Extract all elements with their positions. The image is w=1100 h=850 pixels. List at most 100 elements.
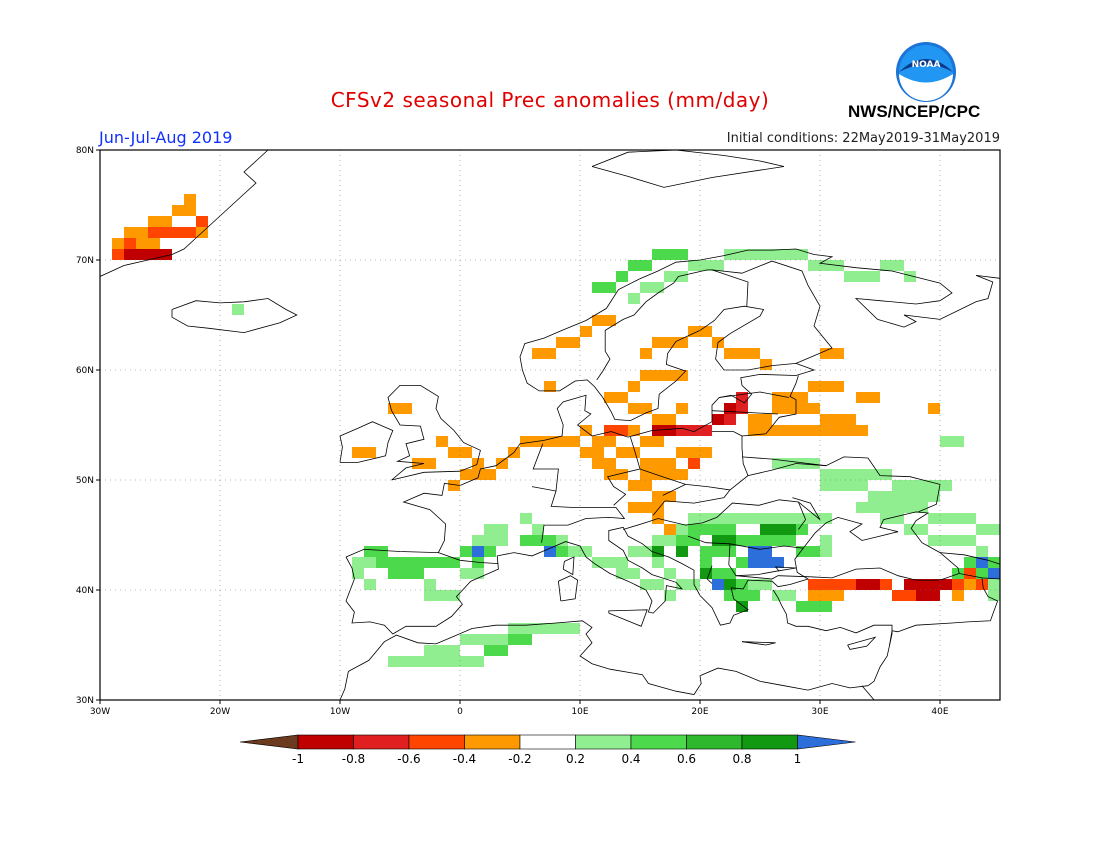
anomaly-cell [748,249,760,260]
lon-label: 30E [811,707,828,717]
anomaly-cell [664,271,676,282]
anomaly-cell [868,491,880,502]
anomaly-cell [832,469,844,480]
lat-label: 60N [76,366,94,376]
anomaly-cell [760,425,772,436]
anomaly-cell [496,645,508,656]
coastline-path [387,385,481,481]
anomaly-cell [652,502,664,513]
lon-label: 0 [457,707,463,717]
anomaly-cell [856,271,868,282]
anomaly-cell [760,359,772,370]
logo-text: NOAA [912,60,941,70]
anomaly-cell [808,601,820,612]
anomaly-cell [928,579,940,590]
anomaly-cell [688,513,700,524]
anomaly-cell [652,249,664,260]
anomaly-cell [628,480,640,491]
anomaly-cell [544,436,556,447]
anomaly-cell [748,546,760,557]
anomaly-cell [964,513,976,524]
coastline-path [798,501,807,530]
anomaly-cell [772,590,784,601]
anomaly-cell [532,524,544,535]
coastline-path [747,463,827,476]
anomaly-cell [760,414,772,425]
anomaly-cell [472,656,484,667]
anomaly-cell [736,590,748,601]
noaa-logo: NOAA [896,42,956,102]
anomaly-cell [952,513,964,524]
anomaly-cell [928,480,940,491]
anomaly-cell [736,601,748,612]
anomaly-cell [520,623,532,634]
anomaly-cell [760,557,772,568]
anomaly-cell [712,568,724,579]
anomaly-cell [520,513,532,524]
anomaly-cell [364,546,376,557]
coastline-path [591,150,785,188]
anomaly-cell [772,535,784,546]
anomaly-cell [640,469,652,480]
anomaly-cell [988,579,1000,590]
anomaly-cell [388,656,400,667]
anomaly-cell [916,524,928,535]
anomaly-cell [736,392,748,403]
anomaly-cell [592,436,604,447]
anomaly-cell [964,535,976,546]
anomaly-cell [832,480,844,491]
anomaly-cell [496,535,508,546]
anomaly-cell [616,568,628,579]
anomaly-cell [232,304,244,315]
anomaly-cell [592,282,604,293]
anomaly-cell [928,535,940,546]
anomaly-cell [124,238,136,249]
coastline-path [562,556,575,576]
anomaly-cell [856,392,868,403]
colorbar-label: 0.4 [621,752,640,766]
anomaly-cell [520,436,532,447]
anomaly-cell [604,557,616,568]
anomaly-cell [448,557,460,568]
anomaly-cell [796,601,808,612]
anomaly-cell [724,513,736,524]
anomaly-cell [712,414,724,425]
anomaly-cell [916,480,928,491]
coastline-path [339,421,394,463]
anomaly-cell [532,535,544,546]
anomaly-cell [724,414,736,425]
anomaly-cell [484,634,496,645]
anomaly-cell [352,568,364,579]
anomaly-cell [472,546,484,557]
anomaly-cell [664,249,676,260]
anomaly-cell [580,326,592,337]
anomaly-cell [748,513,760,524]
anomaly-cell [388,557,400,568]
lon-label: 10W [330,707,350,717]
anomaly-cell [616,469,628,480]
anomaly-cell [628,546,640,557]
anomaly-cell [904,271,916,282]
forecast-period: Jun-Jul-Aug 2019 [99,128,233,147]
anomaly-cell [868,502,880,513]
anomaly-cell [700,524,712,535]
anomaly-cell [796,546,808,557]
anomaly-cell [460,568,472,579]
coastline-path [774,566,797,572]
anomaly-cell [724,579,736,590]
anomaly-cell [352,447,364,458]
anomaly-cell [688,458,700,469]
anomaly-cell [808,546,820,557]
anomaly-cell [904,590,916,601]
anomaly-cell [928,513,940,524]
anomaly-cell [484,546,496,557]
anomaly-cell [904,480,916,491]
anomaly-cell [904,491,916,502]
anomaly-cell [712,579,724,590]
anomaly-cell [664,337,676,348]
anomaly-cell [976,524,988,535]
anomaly-cell [628,260,640,271]
anomaly-cell [652,458,664,469]
anomaly-cell [892,480,904,491]
